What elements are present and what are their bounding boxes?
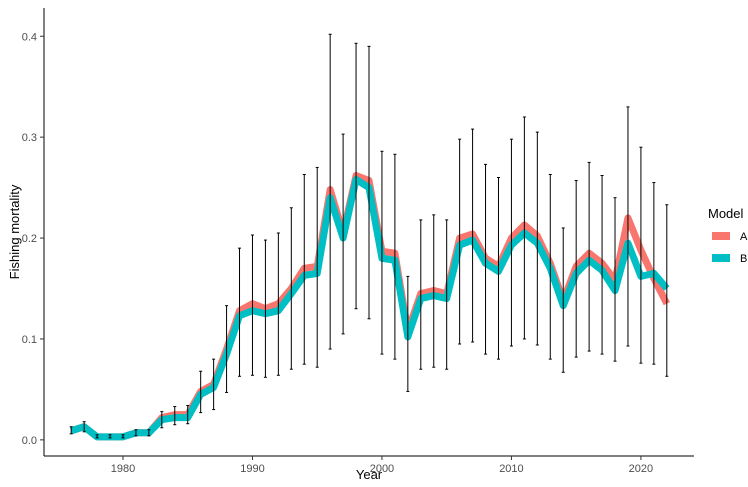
- error-bar: [587, 161, 591, 352]
- error-bar: [69, 426, 73, 435]
- error-bar: [250, 234, 254, 376]
- error-bar: [522, 116, 526, 340]
- error-bar: [380, 150, 384, 355]
- x-tick-label: 2020: [629, 463, 653, 475]
- legend: Model A B: [708, 206, 748, 265]
- y-ticks: 0.0 0.1 0.2 0.3 0.4: [22, 31, 44, 447]
- y-tick-label: 0.1: [22, 334, 37, 346]
- error-bar: [535, 131, 539, 346]
- error-bar: [665, 204, 669, 377]
- error-bar: [302, 173, 306, 365]
- error-bar: [639, 146, 643, 364]
- error-bar: [561, 227, 565, 373]
- y-axis-title: Fishing mortality: [7, 184, 22, 279]
- error-bar: [471, 128, 475, 343]
- error-bar: [406, 275, 410, 392]
- y-tick-label: 0.4: [22, 31, 37, 43]
- error-bar: [134, 429, 138, 437]
- error-bar: [212, 358, 216, 411]
- error-bar: [173, 406, 177, 426]
- error-bar: [276, 232, 280, 376]
- legend-item-a: A: [712, 231, 748, 243]
- error-bar: [95, 434, 99, 439]
- error-bar: [341, 133, 345, 335]
- x-tick-label: 1990: [240, 463, 264, 475]
- x-axis-title: Year: [356, 467, 383, 482]
- legend-label-b: B: [740, 253, 747, 265]
- x-tick-label: 2010: [499, 463, 523, 475]
- error-bar: [613, 197, 617, 362]
- error-bar: [289, 207, 293, 370]
- error-bar: [315, 166, 319, 368]
- legend-label-a: A: [740, 231, 748, 243]
- legend-item-b: B: [712, 253, 747, 265]
- error-bar: [393, 153, 397, 360]
- error-bar: [238, 247, 242, 377]
- error-bar: [626, 106, 630, 347]
- error-bar: [458, 138, 462, 345]
- error-bar: [160, 411, 164, 429]
- error-bar: [548, 173, 552, 360]
- error-bar: [574, 180, 578, 358]
- error-bar: [509, 138, 513, 347]
- error-bar: [121, 434, 125, 439]
- error-bar: [354, 42, 358, 310]
- error-bar: [600, 174, 604, 355]
- y-tick-label: 0.3: [22, 132, 37, 144]
- error-bar: [367, 45, 371, 320]
- error-bar: [484, 163, 488, 355]
- x-tick-label: 1980: [111, 463, 135, 475]
- error-bar: [432, 214, 436, 368]
- error-bars: [69, 33, 669, 439]
- error-bar: [652, 182, 656, 365]
- error-bar: [225, 305, 229, 393]
- error-bar: [445, 219, 449, 370]
- x-ticks: 1980 1990 2000 2010 2020: [111, 456, 653, 475]
- y-tick-label: 0.0: [22, 435, 37, 447]
- y-tick-label: 0.2: [22, 233, 37, 245]
- error-bar: [199, 370, 203, 414]
- error-bar: [186, 405, 190, 425]
- error-bar: [108, 434, 112, 439]
- error-bar: [496, 177, 500, 360]
- error-bar: [82, 421, 86, 433]
- error-bar: [328, 33, 332, 350]
- error-bar: [147, 429, 151, 437]
- error-bar: [263, 239, 267, 378]
- error-bar: [419, 219, 423, 370]
- x-tick-label: 2000: [370, 463, 394, 475]
- legend-title: Model: [708, 206, 744, 221]
